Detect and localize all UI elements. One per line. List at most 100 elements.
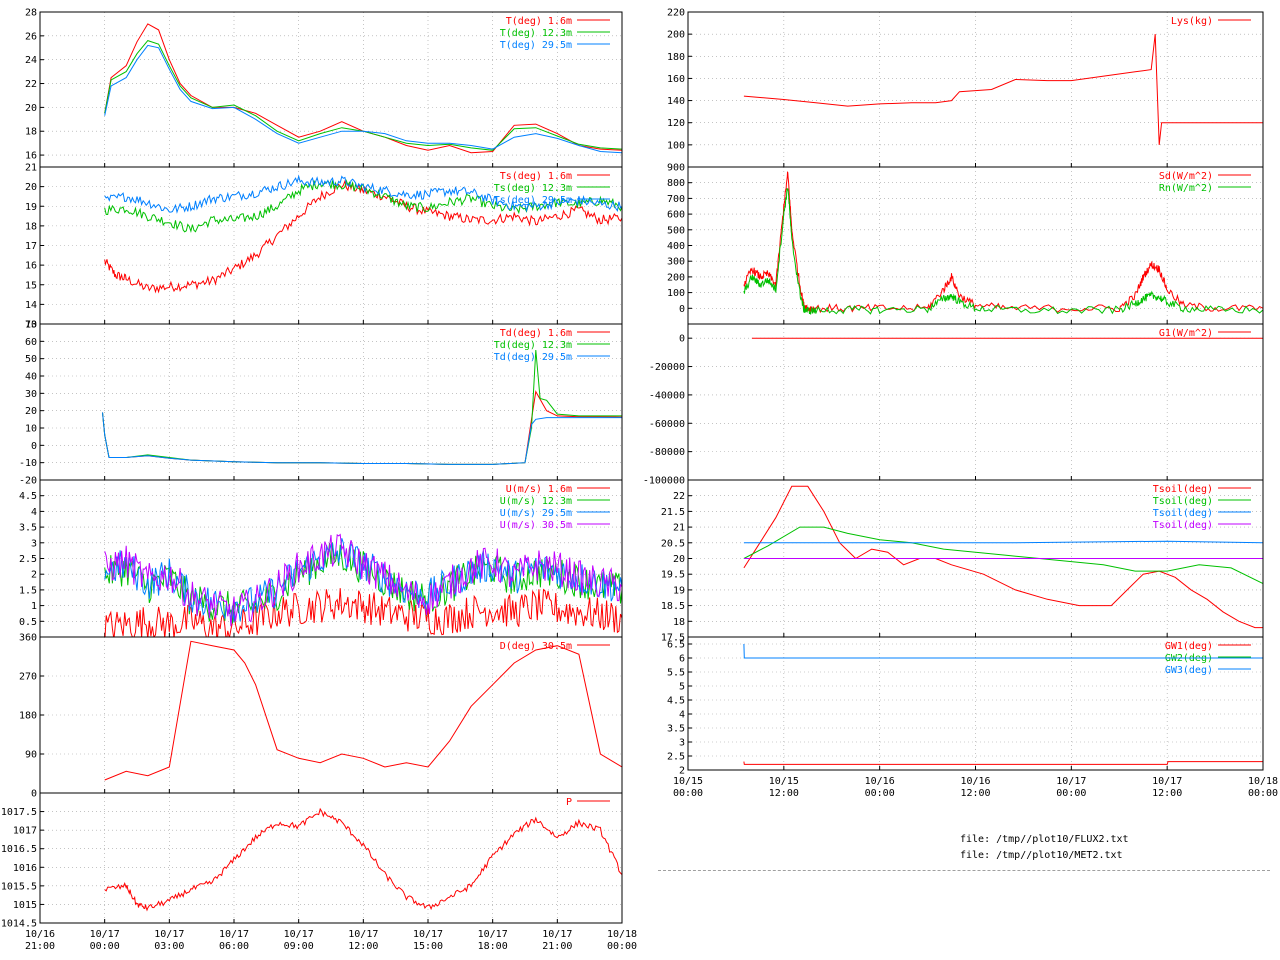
- x-tick-time-label: 21:00: [25, 941, 55, 952]
- soil_temperature-legend-label-3: Tsoil(deg): [1153, 520, 1213, 531]
- soil_temperature-ytick-label: 19: [673, 585, 685, 596]
- surface_temperature-ytick-label: 19: [25, 202, 37, 213]
- x-tick-date-label: 10/16: [960, 776, 990, 787]
- soil_temperature-series-line-0: [743, 485, 1263, 629]
- air_temperature-series-line-0: [104, 23, 622, 154]
- surface_temperature-ytick-label: 20: [25, 182, 37, 193]
- groundwater-series-line-0: [743, 761, 1263, 765]
- air_temperature-series-line-1: [104, 40, 622, 151]
- footer-file-flux: file: /tmp//plot10/FLUX2.txt: [960, 834, 1129, 845]
- wind_direction-plot-frame: [39, 636, 623, 794]
- surface_temperature-legend-label-2: Ts(deg) 29.5m: [494, 195, 572, 206]
- wind_speed-ytick-label: 3.5: [19, 523, 37, 534]
- wind_speed-legend-label-2: U(m/s) 29.5m: [500, 508, 572, 519]
- snow_weight-ytick-label: 100: [667, 140, 685, 151]
- x-tick-time-label: 00:00: [607, 941, 637, 952]
- wind_speed-legend-label-1: U(m/s) 12.3m: [500, 496, 572, 507]
- x-tick-time-label: 00:00: [1056, 788, 1086, 799]
- radiation-ytick-label: 600: [667, 210, 685, 221]
- radiation-ytick-label: 400: [667, 241, 685, 252]
- groundwater-ytick-label: 5.5: [667, 668, 685, 679]
- soil_temperature-series-line-2: [743, 540, 1263, 544]
- wind_speed-series-line-0: [104, 588, 622, 637]
- surface_temperature-legend-label-0: Ts(deg) 1.6m: [500, 171, 572, 182]
- radiation-ytick-label: 200: [667, 272, 685, 283]
- surface_temperature-legend-label-1: Ts(deg) 12.3m: [494, 183, 572, 194]
- soil_heat_flux-ytick-label: -20000: [649, 362, 685, 373]
- wind_speed-ytick-label: 1: [31, 601, 37, 612]
- pressure-plot-frame: [39, 792, 623, 924]
- pressure-ytick-label: 1015: [13, 900, 37, 911]
- dew_point-series-line-2: [102, 412, 622, 465]
- wind_speed-ytick-label: 1.5: [19, 585, 37, 596]
- snow_weight-ytick-label: 180: [667, 52, 685, 63]
- soil_temperature-ytick-label: 21.5: [661, 507, 685, 518]
- wind_speed-ytick-label: 4: [31, 507, 37, 518]
- x-tick-time-label: 03:00: [154, 941, 184, 952]
- surface_temperature-ytick-label: 13: [25, 320, 37, 331]
- pressure-ytick-label: 1017: [13, 826, 37, 837]
- x-tick-date-label: 10/17: [1152, 776, 1182, 787]
- groundwater-ytick-label: 3: [679, 738, 685, 749]
- soil_temperature-legend-label-2: Tsoil(deg): [1153, 508, 1213, 519]
- x-tick-date-label: 10/15: [673, 776, 703, 787]
- soil_temperature-ytick-label: 19.5: [661, 570, 685, 581]
- radiation-ytick-label: 100: [667, 288, 685, 299]
- groundwater-ytick-label: 4.5: [667, 696, 685, 707]
- x-tick-time-label: 15:00: [413, 941, 443, 952]
- radiation-ytick-label: 0: [679, 304, 685, 315]
- x-tick-time-label: 06:00: [219, 941, 249, 952]
- dew_point-legend-label-0: Td(deg) 1.6m: [500, 328, 572, 339]
- groundwater-ytick-label: 6: [679, 654, 685, 665]
- groundwater-legend-label-2: GW3(deg): [1165, 665, 1213, 676]
- x-tick-date-label: 10/17: [413, 929, 443, 940]
- wind_speed-ytick-label: 2: [31, 570, 37, 581]
- wind_direction-ytick-label: 180: [19, 711, 37, 722]
- wind_speed-ytick-label: 0.5: [19, 617, 37, 628]
- radiation-legend-label-1: Rn(W/m^2): [1159, 183, 1213, 194]
- soil_temperature-legend-label-1: Tsoil(deg): [1153, 496, 1213, 507]
- groundwater-series-line-2: [743, 643, 1263, 659]
- pressure-ytick-label: 1014.5: [1, 919, 37, 930]
- dew_point-ytick-label: 40: [25, 372, 37, 383]
- soil_temperature-ytick-label: 20: [673, 554, 685, 565]
- soil_heat_flux-ytick-label: 0: [679, 334, 685, 345]
- dew_point-ytick-label: 30: [25, 389, 37, 400]
- wind_speed-legend-label-0: U(m/s) 1.6m: [506, 484, 572, 495]
- groundwater-ytick-label: 6.5: [667, 640, 685, 651]
- wind_speed-ytick-label: 2.5: [19, 554, 37, 565]
- wind_speed-ytick-label: 3: [31, 538, 37, 549]
- x-tick-date-label: 10/17: [348, 929, 378, 940]
- surface_temperature-ytick-label: 18: [25, 221, 37, 232]
- soil_temperature-ytick-label: 22: [673, 491, 685, 502]
- wind_direction-ytick-label: 90: [25, 750, 37, 761]
- x-tick-time-label: 00:00: [865, 788, 895, 799]
- radiation-legend-label-0: Sd(W/m^2): [1159, 171, 1213, 182]
- x-tick-date-label: 10/17: [542, 929, 572, 940]
- x-tick-time-label: 12:00: [348, 941, 378, 952]
- snow_weight-ytick-label: 160: [667, 74, 685, 85]
- pressure-legend-label-0: P: [566, 797, 572, 808]
- x-tick-date-label: 10/17: [284, 929, 314, 940]
- footer-file-met: file: /tmp//plot10/MET2.txt: [960, 850, 1123, 861]
- x-tick-time-label: 09:00: [284, 941, 314, 952]
- radiation-ytick-label: 900: [667, 163, 685, 174]
- x-tick-date-label: 10/16: [865, 776, 895, 787]
- x-tick-date-label: 10/17: [1056, 776, 1086, 787]
- dew_point-ytick-label: -10: [19, 458, 37, 469]
- separator-line: [658, 870, 1270, 871]
- pressure-ytick-label: 1016.5: [1, 844, 37, 855]
- dew_point-ytick-label: 70: [25, 320, 37, 331]
- wind_speed-ytick-label: 4.5: [19, 491, 37, 502]
- groundwater-legend-label-0: GW1(deg): [1165, 641, 1213, 652]
- pressure-series-line-0: [104, 807, 622, 912]
- soil_heat_flux-ytick-label: -80000: [649, 447, 685, 458]
- groundwater-ytick-label: 3.5: [667, 724, 685, 735]
- wind_direction-legend-label-0: D(deg) 30.5m: [500, 641, 572, 652]
- air_temperature-legend-label-0: T(deg) 1.6m: [506, 16, 572, 27]
- wind_direction-ytick-label: 360: [19, 633, 37, 644]
- surface_temperature-ytick-label: 16: [25, 261, 37, 272]
- air_temperature-series-line-2: [104, 44, 622, 154]
- dew_point-ytick-label: 20: [25, 406, 37, 417]
- soil_temperature-ytick-label: 17.5: [661, 633, 685, 644]
